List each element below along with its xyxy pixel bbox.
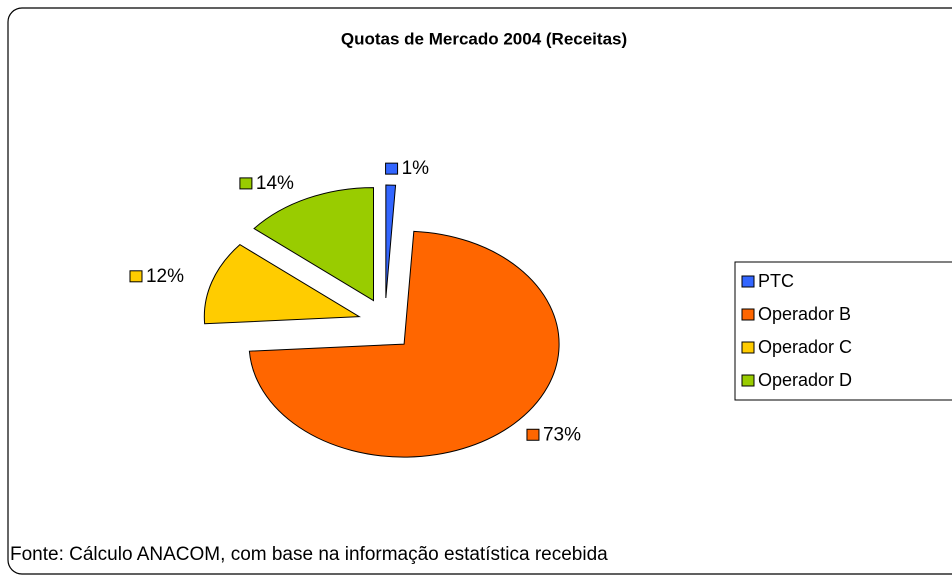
data-label: 1% <box>402 158 430 179</box>
pie-slice <box>253 187 375 302</box>
legend-swatch <box>741 275 755 288</box>
legend-swatch <box>741 374 755 387</box>
data-label: 12% <box>146 266 184 287</box>
legend-label: Operador C <box>758 337 852 357</box>
label-swatch <box>385 162 399 175</box>
data-label: 14% <box>256 173 294 194</box>
pie-slice <box>385 184 397 299</box>
legend-swatch <box>741 341 755 354</box>
label-swatch <box>526 428 540 441</box>
label-swatch <box>129 270 143 283</box>
legend-box <box>734 261 952 401</box>
legend-label: Operador D <box>758 370 852 390</box>
data-label: 73% <box>543 424 581 445</box>
label-swatch <box>239 177 253 190</box>
pie-slice <box>248 230 560 458</box>
legend-label: Operador B <box>758 304 851 324</box>
pie-slice <box>203 244 361 325</box>
chart-title: Quotas de Mercado 2004 (Receitas) <box>341 29 627 48</box>
source-note: Fonte: Cálculo ANACOM, com base na infor… <box>10 544 608 565</box>
legend-swatch <box>741 308 755 321</box>
legend-label: PTC <box>758 271 794 291</box>
